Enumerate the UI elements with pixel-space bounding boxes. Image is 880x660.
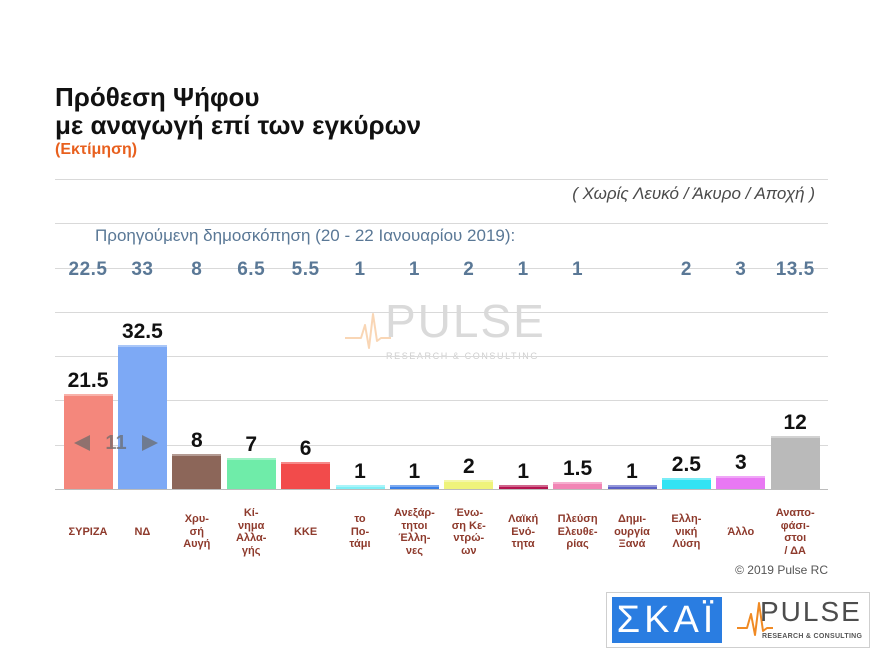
previous-value-12: 2 [680,259,692,280]
value-label-14: 12 [783,410,807,434]
category-label-3: Χρυ- σή Αυγή [169,510,225,554]
gridline [55,312,828,313]
skai-logo: ΣΚΑΪ [612,597,722,643]
value-label-5: 6 [299,437,312,461]
gridline [55,223,828,224]
category-label-text: Αναπο- φάσι- στοι / ΔΑ [775,507,815,557]
category-label-text: Λαϊκή Ενό- τητα [508,513,539,551]
category-label-1: ΣΥΡΙΖΑ [60,510,116,554]
value-label-8: 2 [462,455,475,479]
x-axis-line [55,489,828,490]
category-label-6: το Πο- τάμι [332,510,388,554]
logo-box: ΣΚΑΪ PULSE RESEARCH & CONSULTING [606,592,870,648]
bar-3 [172,453,222,489]
gridline [55,356,828,357]
value-label-13: 3 [734,450,747,474]
previous-value-14: 13.5 [775,259,815,280]
category-label-text: Άλλο [727,525,755,538]
value-label-10: 1.5 [562,457,593,481]
previous-value-10: 1 [572,259,584,280]
gap-annotation: 11 [74,432,158,454]
bar-13 [716,475,766,489]
value-label-12: 2.5 [671,452,701,476]
bar-7 [389,484,439,489]
category-label-text: Δημι- ουργία Ξανά [614,513,650,551]
previous-value-3: 8 [191,259,203,280]
previous-value-2: 33 [131,259,154,280]
value-label-2: 32.5 [121,320,163,344]
bar-2 [117,345,167,489]
bar-6 [335,484,385,489]
value-label-1: 21.5 [67,368,109,392]
previous-value-7: 1 [408,259,420,280]
category-label-text: το Πο- τάμι [349,513,371,551]
category-label-5: ΚΚΕ [278,510,334,554]
category-label-text: ΚΚΕ [293,525,318,538]
previous-value-4: 6.5 [237,259,266,280]
estimate-label: (Εκτίμηση) [55,141,138,158]
category-label-13: Άλλο [713,510,769,554]
category-label-2: ΝΔ [114,510,170,554]
gridline [55,268,828,269]
value-label-3: 8 [190,428,203,452]
previous-value-8: 2 [463,259,475,280]
category-label-text: ΝΔ [134,525,151,538]
category-label-7: Ανεξάρ- τητοι Έλλη- νες [386,507,442,557]
bar-9 [498,484,548,489]
pulse-logo-text: PULSE [760,596,862,627]
previous-value-9: 1 [517,259,529,280]
category-label-11: Δημι- ουργία Ξανά [604,510,660,554]
category-label-text: Πλεύση Ελευθε- ρίας [557,513,598,551]
category-label-text: ΣΥΡΙΖΑ [68,525,108,538]
category-label-9: Λαϊκή Ενό- τητα [495,510,551,554]
previous-value-6: 1 [354,259,366,280]
category-label-text: Ελλη- νική Λύση [671,513,702,551]
heartbeat-icon [737,602,773,636]
category-label-text: Ανεξάρ- τητοι Έλλη- νες [393,507,435,557]
gridline [55,400,828,401]
skai-logo-text: ΣΚΑΪ [616,599,718,641]
bar-14 [770,435,820,489]
gridline [55,445,828,446]
bar-4 [226,458,276,489]
previous-value-5: 5.5 [291,259,320,280]
right-arrow-icon [142,435,158,451]
category-label-4: Κί- νημα Αλλα- γής [223,507,279,557]
bar-10 [553,482,603,489]
category-label-14: Αναπο- φάσι- στοι / ΔΑ [767,507,823,557]
gap-value: 11 [105,432,127,454]
gridline [55,179,828,180]
bar-5 [281,462,331,489]
previous-value-13: 3 [735,259,747,280]
exclusion-note: ( Χωρίς Λευκό / Άκυρο / Αποχή ) [572,184,815,203]
chart-title: Πρόθεση Ψήφου με αναγωγή επί των εγκύρων [55,82,422,140]
previous-poll-label: Προηγούμενη δημοσκόπηση (20 - 22 Ιανουαρ… [95,226,516,245]
value-label-4: 7 [245,433,258,456]
bar-12 [661,477,711,489]
previous-value-1: 22.5 [68,259,108,280]
category-label-text: Κί- νημα Αλλα- γής [235,507,267,557]
value-label-9: 1 [517,459,530,483]
category-label-text: Ένω- ση Κε- ντρώ- ων [451,507,486,557]
value-label-6: 1 [354,459,366,483]
category-label-text: Χρυ- σή Αυγή [183,513,211,551]
category-label-12: Ελλη- νική Λύση [658,510,714,554]
heartbeat-icon [345,313,391,349]
watermark-brand: PULSE [385,295,546,347]
left-arrow-icon [74,435,90,451]
value-label-11: 1 [626,459,638,483]
pulse-logo-tagline: RESEARCH & CONSULTING [762,633,863,640]
value-label-7: 1 [408,459,421,483]
category-label-10: Πλεύση Ελευθε- ρίας [550,510,606,554]
bar-11 [607,484,657,489]
category-label-8: Ένω- ση Κε- ντρώ- ων [441,507,497,557]
copyright: © 2019 Pulse RC [735,563,828,577]
bar-8 [444,480,494,489]
pulse-logo: PULSE RESEARCH & CONSULTING [735,593,869,647]
